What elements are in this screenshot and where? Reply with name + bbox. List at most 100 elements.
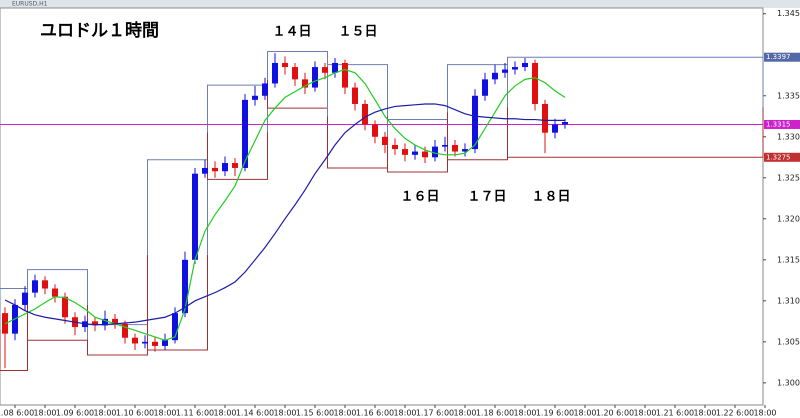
candle-body	[502, 69, 508, 73]
price-label: 1.3275	[766, 153, 791, 161]
x-tick-label: 1.19 6:00	[536, 409, 574, 418]
x-tick-label: 1.17 6:00	[416, 409, 454, 418]
candle-body	[462, 149, 468, 152]
window-bar	[0, 0, 800, 8]
x-tick-label: 1.18 6:00	[476, 409, 514, 418]
x-tick-label: 1.21 6:00	[656, 409, 694, 418]
x-tick-label: 1.09 6:00	[56, 409, 94, 418]
candle-body	[132, 337, 138, 344]
x-tick-label: 18:00	[273, 409, 296, 418]
candle-body	[492, 72, 498, 80]
day-low-box	[507, 107, 764, 158]
candle-body	[202, 167, 208, 174]
x-tick-label: 1.14 6:00	[236, 409, 274, 418]
candle-body	[222, 163, 228, 172]
day-annotation: １６日	[400, 190, 439, 205]
price-label: 1.3397	[766, 53, 791, 61]
candle-body	[412, 151, 418, 155]
y-tick-label: 1.3200	[777, 214, 800, 223]
candle-body	[482, 79, 488, 96]
x-tick-label: 1.20 6:00	[596, 409, 634, 418]
candle-body	[522, 62, 528, 68]
candle-body	[182, 259, 188, 314]
day-annotation: １８日	[531, 190, 570, 205]
window-title: EURUSD,H1	[12, 1, 48, 8]
candle-body	[302, 79, 308, 88]
candle-body	[512, 67, 518, 70]
candle-body	[252, 95, 258, 100]
candle-body	[332, 62, 338, 73]
candle-body	[292, 67, 298, 80]
day-annotation: １４日	[272, 25, 311, 40]
x-tick-label: 18:00	[573, 409, 596, 418]
x-tick-label: 1.11 6:00	[176, 409, 214, 418]
y-tick-label: 1.3300	[777, 132, 800, 141]
x-tick-label: 18:00	[753, 409, 776, 418]
day-low-box	[0, 329, 28, 372]
x-tick-label: 1.22 6:00	[716, 409, 754, 418]
candle-body	[372, 124, 378, 137]
candle-body	[192, 173, 198, 260]
day-annotation: １７日	[467, 190, 506, 205]
candle-body	[452, 144, 458, 152]
candle-body	[212, 167, 218, 172]
candle-body	[312, 67, 318, 88]
candle-body	[52, 288, 58, 297]
x-tick-label: 18:00	[453, 409, 476, 418]
x-tick-label: 18:00	[333, 409, 356, 418]
candle-body	[282, 62, 288, 68]
candle-body	[382, 136, 388, 145]
day-high-box	[327, 64, 388, 117]
x-tick-label: 18:00	[213, 409, 236, 418]
candle-body	[232, 163, 238, 168]
candle-body	[442, 144, 448, 147]
price-label-box	[764, 152, 800, 162]
day-high-box	[207, 84, 268, 133]
x-tick-label: 18:00	[633, 409, 656, 418]
price-label-box	[764, 52, 800, 62]
candle-body	[392, 144, 398, 150]
candle-body	[342, 62, 348, 88]
y-tick-label: 1.3250	[777, 173, 800, 182]
candle-body	[322, 67, 328, 73]
candle-body	[122, 323, 128, 338]
day-high-box	[147, 159, 208, 255]
candle-body	[562, 122, 568, 125]
moving-average	[4, 68, 566, 341]
x-tick-label: 1.16 6:00	[356, 409, 394, 418]
candle-body	[262, 83, 268, 96]
x-tick-label: 1.08 6:00	[0, 409, 34, 418]
candle-body	[272, 62, 278, 84]
candle-body	[162, 340, 168, 346]
candle-body	[402, 149, 408, 155]
x-tick-label: 18:00	[693, 409, 716, 418]
candle-body	[432, 146, 438, 158]
x-tick-label: 1.15 6:00	[296, 409, 334, 418]
price-label: 1.3315	[766, 120, 791, 128]
y-tick-label: 1.3350	[777, 91, 800, 100]
candle-body	[362, 103, 368, 125]
candle-body	[352, 87, 358, 104]
candle-body	[242, 99, 248, 168]
y-tick-label: 1.3150	[777, 255, 800, 264]
candle-body	[172, 313, 178, 341]
candle-body	[422, 151, 428, 158]
x-tick-label: 18:00	[33, 409, 56, 418]
x-tick-label: 18:00	[513, 409, 536, 418]
x-tick-label: 18:00	[153, 409, 176, 418]
day-high-box	[507, 56, 764, 108]
candle-body	[102, 318, 108, 326]
candle-body	[42, 280, 48, 289]
y-tick-label: 1.3050	[777, 337, 800, 346]
candle-body	[552, 124, 558, 133]
candle-body	[62, 296, 68, 318]
y-tick-label: 1.3450	[777, 9, 800, 18]
plot-area	[0, 7, 764, 406]
candle-body	[32, 280, 38, 293]
candle-body	[542, 103, 548, 133]
price-label-box	[764, 119, 800, 129]
candle-body	[472, 95, 478, 150]
candle-body	[532, 62, 538, 104]
candle-body	[92, 321, 98, 326]
candle-body	[112, 318, 118, 324]
